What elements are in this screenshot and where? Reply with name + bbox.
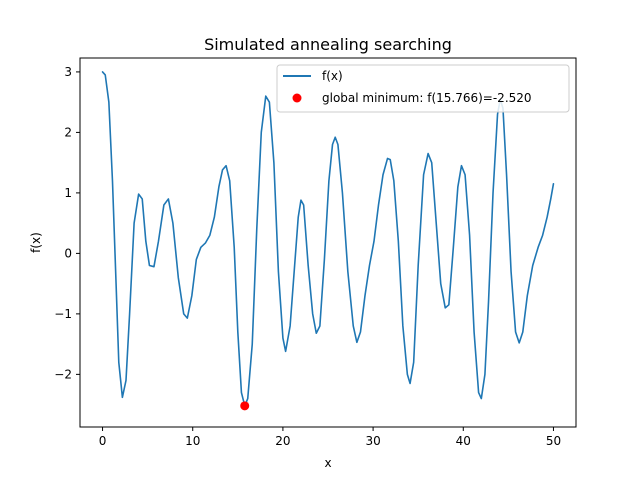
y-tick-label: 1	[64, 186, 72, 200]
plot-area	[80, 58, 576, 427]
y-tick-label: 3	[64, 65, 72, 79]
y-tick-label: 2	[64, 125, 72, 139]
series-line-fx	[101, 71, 555, 407]
legend-box	[276, 64, 570, 113]
legend-marker-swatch	[292, 93, 302, 103]
x-axis-ticks: 0 10 20 30 40 50	[99, 427, 561, 448]
x-tick-label: 50	[546, 434, 561, 448]
chart-title: Simulated annealing searching	[204, 35, 452, 54]
y-tick-label: 0	[64, 246, 72, 260]
y-axis-label: f(x)	[29, 232, 43, 253]
x-axis-label: x	[324, 456, 331, 470]
x-tick-label: 0	[99, 434, 107, 448]
y-tick-label: −1	[54, 307, 72, 321]
plot-frame	[79, 57, 577, 428]
legend-label-minimum: global minimum: f(15.766)=-2.520	[322, 91, 532, 105]
legend: f(x) global minimum: f(15.766)=-2.520	[276, 64, 570, 113]
x-tick-label: 10	[185, 434, 200, 448]
global-minimum-point	[240, 401, 250, 411]
plot-content	[101, 71, 555, 411]
x-tick-label: 40	[456, 434, 471, 448]
x-tick-label: 30	[365, 434, 380, 448]
y-axis-ticks: −2 −1 0 1 2 3	[54, 65, 80, 381]
y-tick-label: −2	[54, 367, 72, 381]
x-tick-label: 20	[275, 434, 290, 448]
legend-label-line: f(x)	[322, 69, 343, 83]
